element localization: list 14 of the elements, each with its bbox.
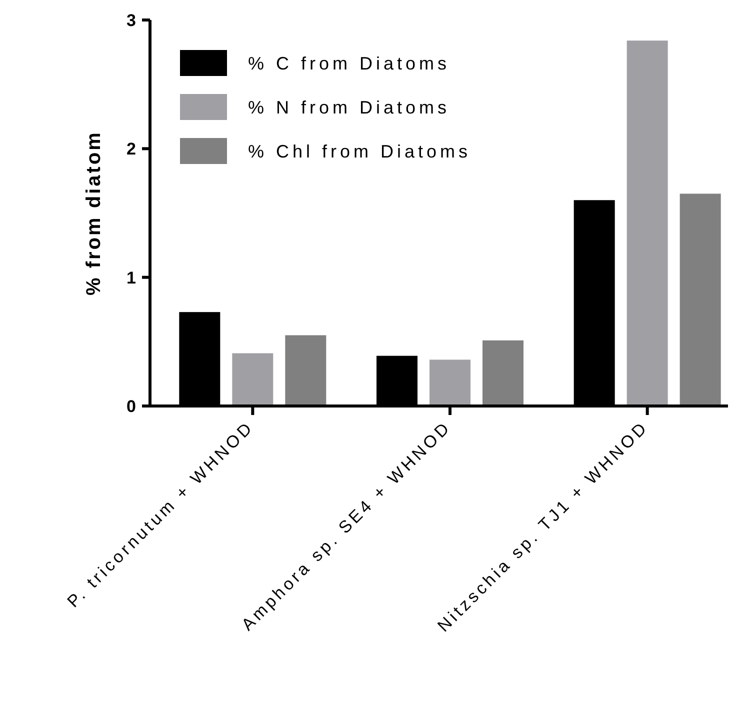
bar: [430, 360, 470, 406]
bar: [626, 40, 668, 406]
legend-label: % N from Diatoms: [248, 97, 450, 118]
y-tick-label: 3: [126, 10, 136, 30]
y-tick-label: 1: [126, 268, 136, 288]
y-axis-title: % from diatom: [83, 130, 105, 296]
y-tick-label: 0: [126, 396, 136, 416]
legend-label: % C from Diatoms: [248, 53, 450, 74]
bar: [482, 340, 524, 406]
y-tick-label: 2: [126, 140, 136, 159]
bar: [680, 194, 721, 406]
bar: [232, 353, 274, 406]
bar: [285, 335, 326, 406]
legend-label: % Chl from Diatoms: [248, 141, 472, 162]
